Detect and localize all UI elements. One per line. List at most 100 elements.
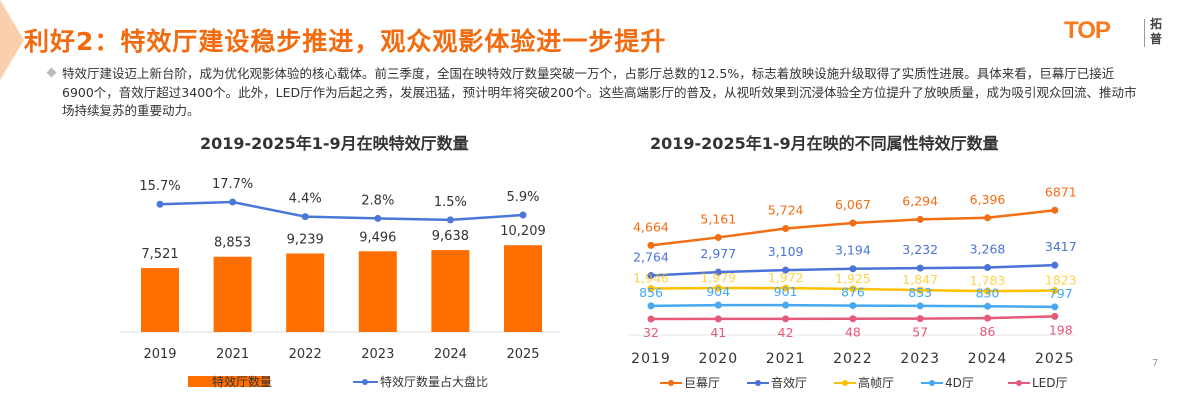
- ratio-point-2021: [229, 198, 237, 206]
- point-1-2023: [916, 264, 924, 272]
- point-2-2020: [714, 284, 722, 292]
- data-label-1-2022: 3,194: [835, 243, 871, 258]
- legend-label-3: 4D厅: [945, 376, 974, 390]
- point-0-2025: [1051, 206, 1059, 214]
- point-2-2023: [916, 286, 924, 294]
- logo-text: TOP: [1064, 17, 1111, 44]
- ratio-label-2022: 4.4%: [289, 192, 322, 207]
- point-4-2022: [849, 315, 857, 323]
- data-label-1-2020: 2,977: [700, 246, 736, 261]
- data-label-0-2022: 6,067: [835, 197, 871, 212]
- data-label-1-2024: 3,268: [970, 242, 1006, 257]
- point-3-2023: [916, 302, 924, 310]
- bar-label-2019: 7,521: [141, 247, 178, 262]
- data-label-0-2024: 6,396: [970, 192, 1006, 207]
- data-label-2-2024: 1,783: [970, 273, 1006, 288]
- data-label-3-2022: 876: [841, 285, 865, 300]
- point-4-2020: [714, 315, 722, 323]
- point-3-2022: [849, 302, 857, 310]
- point-0-2022: [849, 219, 857, 227]
- data-label-3-2023: 853: [908, 285, 932, 300]
- bar-label-2023: 9,496: [359, 230, 396, 245]
- data-label-4-2022: 48: [845, 325, 861, 340]
- point-2-2025: [1051, 287, 1059, 295]
- legend-marker-4: [1016, 380, 1022, 386]
- ratio-point-2019: [156, 200, 164, 208]
- data-label-4-2024: 86: [980, 324, 996, 339]
- point-1-2022: [849, 265, 857, 273]
- point-0-2021: [782, 224, 790, 232]
- data-label-4-2023: 57: [912, 325, 928, 340]
- ratio-line: [159, 200, 524, 222]
- bar-label-2024: 9,638: [432, 229, 469, 244]
- x-tick-2022: 2022: [289, 347, 322, 362]
- legend-label-0: 巨幕厅: [684, 376, 720, 390]
- data-label-1-2021: 3,109: [768, 244, 804, 259]
- bar-label-2021: 8,853: [214, 236, 251, 251]
- legend-label-2: 高帧厅: [858, 375, 894, 390]
- data-label-3-2020: 904: [706, 284, 730, 299]
- data-label-4-2019: 32: [643, 325, 659, 340]
- data-label-3-2021: 901: [774, 284, 798, 299]
- x-tick-2024: 2024: [434, 347, 467, 362]
- x-tick-2021: 2021: [766, 351, 806, 367]
- point-0-2019: [647, 241, 655, 249]
- bar-2025: [504, 245, 542, 332]
- legend-marker-2: [842, 380, 848, 386]
- legend-marker-3: [929, 380, 935, 386]
- page-number: 7: [1152, 358, 1159, 369]
- data-label-2-2019: 1,946: [633, 271, 669, 286]
- ratio-point-2022: [301, 213, 309, 221]
- slide-title: 利好2：特效厅建设稳步推进，观众观影体验进一步提升: [24, 27, 667, 56]
- bar-2023: [358, 251, 397, 332]
- data-label-2-2023: 1,847: [902, 272, 938, 287]
- bar-label-2022: 9,239: [287, 232, 324, 247]
- legend-line-label: 特效厅数量占大盘比: [380, 374, 488, 389]
- data-label-0-2023: 6,294: [902, 193, 938, 208]
- ratio-point-2024: [446, 216, 454, 224]
- legend-label-1: 音效厅: [771, 375, 807, 390]
- point-3-2021: [782, 301, 790, 309]
- left-chart-title: 2019-2025年1-9月在映特效厅数量: [200, 134, 469, 153]
- logo: TOP 拓普: [1064, 15, 1184, 51]
- data-label-2-2025: 1823: [1045, 273, 1077, 288]
- point-3-2020: [714, 301, 722, 309]
- ratio-label-2023: 2.8%: [361, 193, 394, 208]
- point-3-2019: [647, 302, 655, 310]
- point-4-2025: [1051, 312, 1059, 320]
- bar-2022: [286, 253, 325, 332]
- data-label-1-2019: 2,764: [633, 250, 669, 265]
- legend-bar-swatch: [188, 376, 270, 387]
- point-3-2025: [1051, 303, 1059, 311]
- ratio-label-2025: 5.9%: [506, 190, 539, 205]
- data-label-1-2025: 3417: [1045, 239, 1077, 254]
- data-label-0-2020: 5,161: [700, 211, 736, 226]
- data-label-3-2025: 797: [1049, 286, 1073, 301]
- bar-2024: [431, 250, 470, 332]
- point-4-2024: [984, 314, 991, 322]
- point-2-2021: [782, 284, 790, 292]
- x-tick-2022: 2022: [833, 351, 873, 367]
- right-chart-title: 2019-2025年1-9月在映的不同属性特效厅数量: [650, 134, 999, 153]
- data-label-4-2020: 41: [710, 325, 726, 340]
- ratio-label-2021: 17.7%: [212, 177, 253, 192]
- legend-marker-1: [755, 380, 761, 386]
- x-tick-2019: 2019: [143, 347, 176, 362]
- point-1-2020: [714, 268, 722, 276]
- point-2-2024: [984, 287, 991, 295]
- data-label-3-2024: 830: [976, 285, 1000, 300]
- data-label-1-2023: 3,232: [902, 242, 938, 257]
- data-label-3-2019: 856: [639, 285, 663, 300]
- data-label-4-2021: 42: [778, 325, 794, 340]
- point-4-2023: [916, 315, 924, 323]
- data-label-0-2019: 4,664: [633, 219, 669, 234]
- ratio-label-2019: 15.7%: [139, 179, 180, 194]
- point-4-2021: [782, 315, 790, 323]
- bar-2019: [141, 268, 179, 332]
- x-tick-2019: 2019: [631, 351, 671, 367]
- legend-marker-0: [668, 380, 674, 386]
- data-label-2-2022: 1,925: [835, 271, 871, 286]
- point-1-2024: [984, 264, 991, 272]
- point-1-2021: [782, 266, 790, 274]
